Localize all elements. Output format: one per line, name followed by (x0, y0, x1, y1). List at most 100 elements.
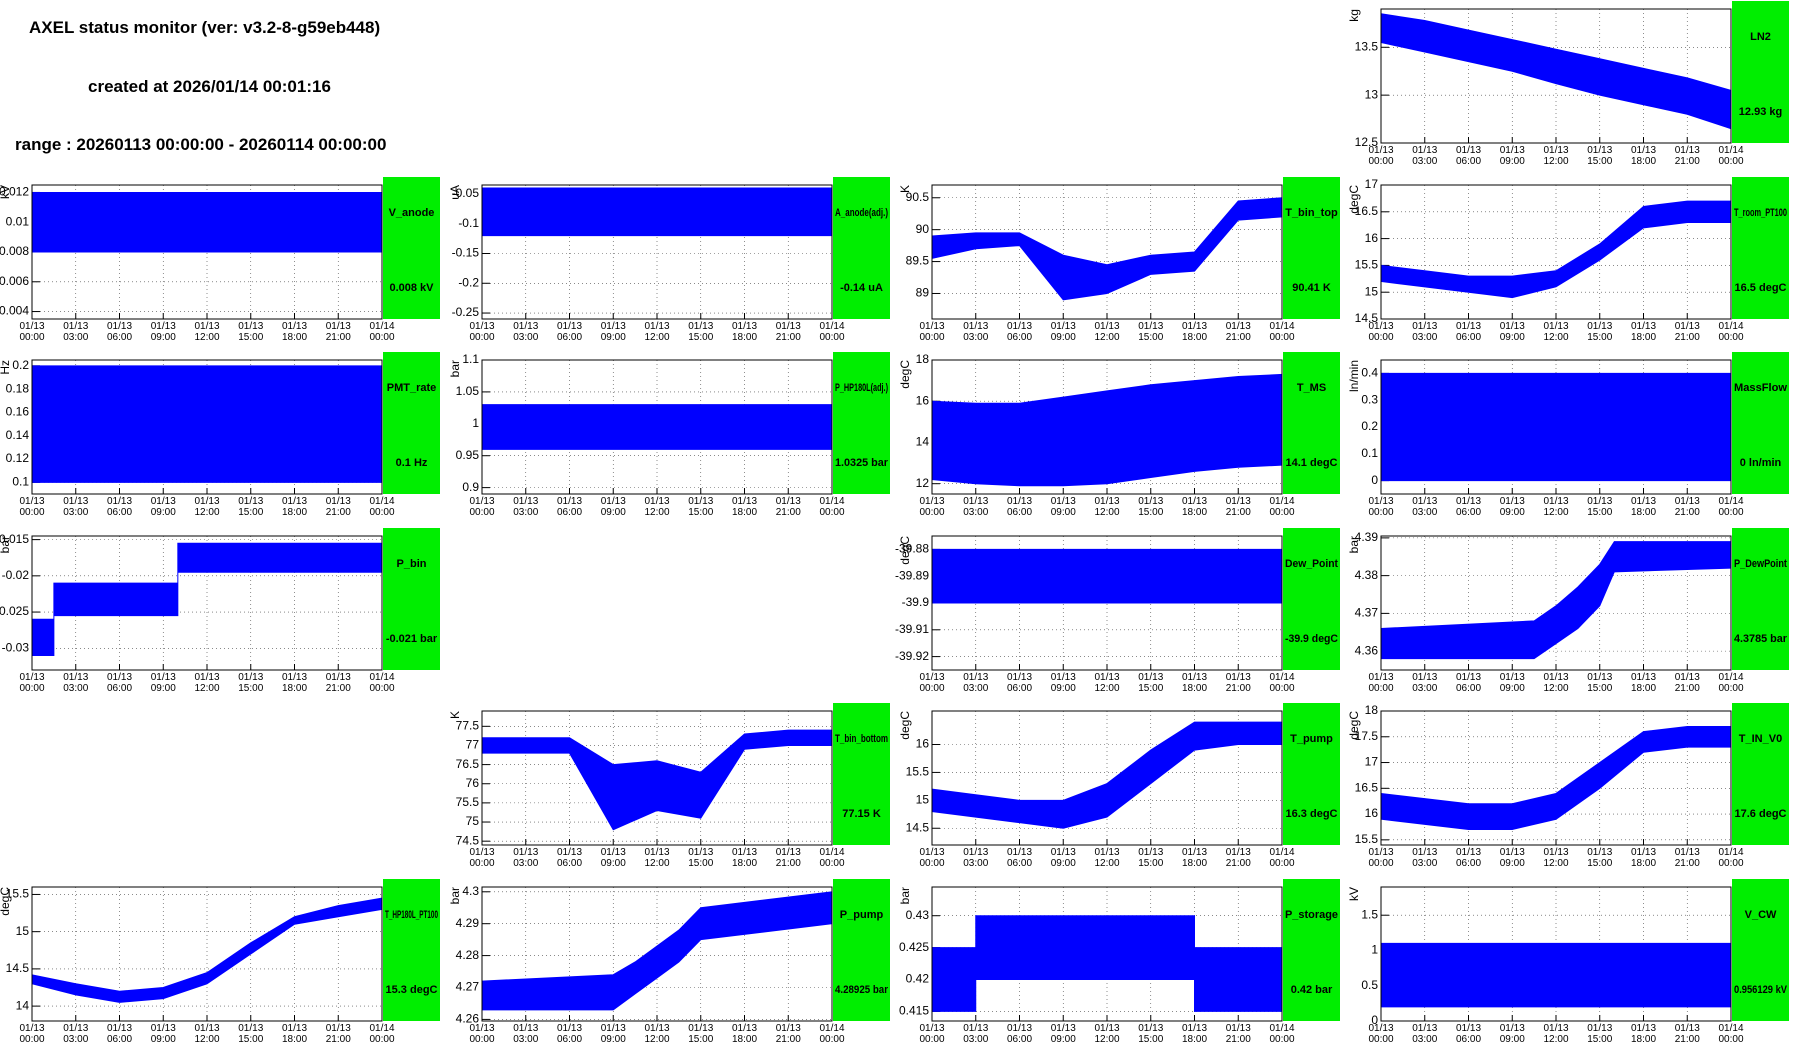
y-tick-label: 18 (916, 352, 930, 366)
status-name: P_DewPoint (1734, 558, 1787, 570)
status-name: PMT_rate (387, 382, 437, 394)
x-tick-label: 01/13 00:00 (919, 496, 945, 518)
y-axis-label: degC (0, 887, 12, 916)
y-tick-label: 16 (916, 737, 930, 751)
plot-frame (931, 184, 1283, 320)
y-tick-label: 0.425 (899, 940, 929, 954)
y-tick-label: 4.36 (1355, 643, 1379, 657)
x-tick-label: 01/13 03:00 (963, 847, 989, 869)
status-box (1732, 879, 1789, 1021)
y-tick-label: -39.9 (902, 595, 930, 609)
y-axis-label: degC (898, 536, 912, 565)
x-tick-label: 01/14 00:00 (819, 1023, 845, 1045)
status-name: MassFlow (1734, 382, 1787, 394)
x-tick-label: 01/13 21:00 (1674, 847, 1700, 869)
x-tick-label: 01/13 09:00 (1499, 847, 1525, 869)
status-name: LN2 (1750, 31, 1771, 43)
x-tick-label: 01/13 00:00 (19, 496, 45, 518)
status-value: 0.008 kV (389, 282, 434, 294)
y-tick-label: 0.4 (1361, 366, 1378, 380)
x-tick-label: 01/13 06:00 (1006, 847, 1033, 869)
x-tick-label: 01/13 09:00 (1499, 145, 1525, 167)
x-tick-label: 01/13 18:00 (281, 1023, 308, 1045)
y-axis-label: kV (0, 185, 12, 199)
y-tick-label: 0.5 (1361, 978, 1378, 992)
y-tick-label: 12.5 (1355, 135, 1379, 149)
y-tick-label: 15 (916, 793, 930, 807)
y-tick-label: 15.5 (6, 887, 30, 901)
y-tick-label: 16.5 (1355, 780, 1379, 794)
x-tick-label: 01/13 09:00 (600, 847, 626, 869)
x-tick-label: 01/14 00:00 (1269, 1023, 1295, 1045)
x-tick-label: 01/13 09:00 (1050, 1023, 1076, 1045)
y-tick-label: 0.004 (0, 304, 29, 318)
y-tick-label: 1.1 (462, 352, 479, 366)
plot-frame (1380, 359, 1732, 495)
y-tick-label: 17.5 (1355, 729, 1379, 743)
status-box (1283, 528, 1340, 670)
data-band (31, 365, 383, 483)
status-value: 90.41 K (1292, 282, 1331, 294)
plot-frame (931, 886, 1283, 1022)
y-tick-label: 16 (1365, 806, 1379, 820)
status-box (833, 352, 890, 494)
y-tick-label: 17 (1365, 177, 1379, 191)
y-tick-label: 0.2 (1361, 419, 1378, 433)
y-tick-label: 15.5 (1355, 258, 1379, 272)
plot-frame (1380, 184, 1732, 320)
x-tick-label: 01/13 09:00 (1050, 321, 1076, 343)
x-tick-label: 01/14 00:00 (369, 672, 395, 694)
x-tick-label: 01/14 00:00 (1269, 847, 1295, 869)
y-tick-label: 77.5 (456, 718, 480, 732)
y-axis-label: Hz (0, 360, 12, 375)
x-tick-label: 01/13 03:00 (63, 672, 89, 694)
x-tick-label: 01/13 12:00 (1543, 496, 1569, 518)
y-tick-label: 13.5 (1355, 39, 1379, 53)
x-tick-label: 01/13 15:00 (688, 847, 714, 869)
x-tick-label: 01/13 00:00 (19, 321, 45, 343)
x-tick-label: 01/14 00:00 (1269, 321, 1295, 343)
x-tick-label: 01/13 03:00 (1412, 1023, 1438, 1045)
x-tick-label: 01/13 03:00 (1412, 321, 1438, 343)
x-tick-label: 01/13 03:00 (63, 321, 89, 343)
x-tick-label: 01/13 21:00 (1674, 321, 1700, 343)
y-tick-label: 14.5 (1355, 311, 1379, 325)
plot-frame (1380, 710, 1732, 846)
x-tick-label: 01/14 00:00 (1718, 847, 1744, 869)
x-tick-label: 01/13 18:00 (1181, 672, 1208, 694)
x-tick-label: 01/13 15:00 (1587, 672, 1613, 694)
y-tick-label: 0.12 (6, 451, 30, 465)
status-name: A_anode(adj.) (835, 207, 888, 219)
x-tick-label: 01/14 00:00 (1718, 672, 1744, 694)
y-axis-label: bar (898, 887, 912, 904)
x-tick-label: 01/13 21:00 (1225, 847, 1251, 869)
x-tick-label: 01/13 00:00 (919, 672, 945, 694)
y-tick-label: 15.5 (906, 765, 930, 779)
x-tick-label: 01/14 00:00 (819, 847, 845, 869)
x-tick-label: 01/13 09:00 (1499, 1023, 1525, 1045)
y-tick-label: 0.1 (1361, 446, 1378, 460)
y-tick-label: 1.05 (456, 384, 480, 398)
status-box (1283, 352, 1340, 494)
y-tick-label: 0.42 (906, 972, 930, 986)
status-name: P_bin (397, 558, 427, 570)
x-tick-label: 01/13 12:00 (1094, 1023, 1120, 1045)
y-tick-label: -0.025 (0, 604, 29, 618)
x-tick-label: 01/13 06:00 (1006, 321, 1033, 343)
plot-frame (931, 710, 1283, 846)
x-tick-label: 01/13 15:00 (1587, 496, 1613, 518)
status-value: -0.021 bar (386, 633, 438, 645)
plot-frame (31, 886, 383, 1022)
y-tick-label: 77 (466, 738, 480, 752)
y-tick-label: 0 (1371, 473, 1378, 487)
y-tick-label: 15 (1365, 284, 1379, 298)
plot-area (932, 185, 1282, 319)
x-tick-label: 01/13 00:00 (1368, 847, 1394, 869)
x-tick-label: 01/13 00:00 (469, 847, 495, 869)
x-tick-label: 01/13 03:00 (513, 847, 539, 869)
y-tick-label: 74.5 (456, 833, 480, 847)
y-tick-label: -0.015 (0, 532, 29, 546)
y-tick-label: 0.16 (6, 405, 30, 419)
x-tick-label: 01/13 18:00 (1630, 672, 1657, 694)
x-tick-label: 01/13 06:00 (1455, 321, 1482, 343)
